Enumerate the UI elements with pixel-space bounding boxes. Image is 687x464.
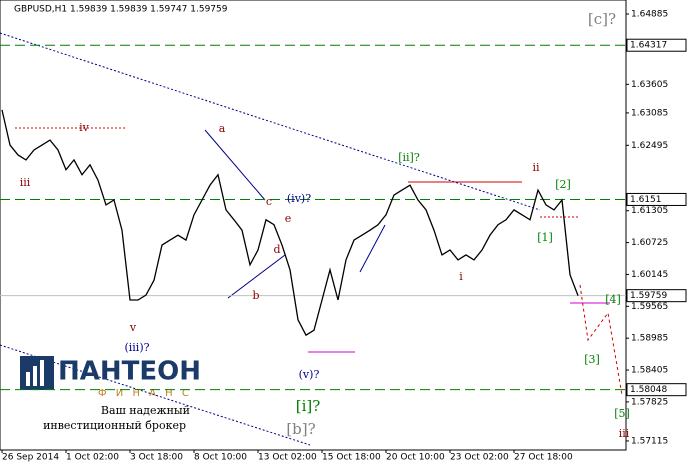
wave-label: a xyxy=(219,122,226,135)
wave-label: [ii]? xyxy=(398,151,420,164)
y-tick-label: 1.60145 xyxy=(631,270,668,280)
wave-label: [2] xyxy=(555,178,571,191)
y-tick-label: 1.63605 xyxy=(631,80,668,90)
x-tick-label: 8 Oct 10:00 xyxy=(194,453,247,463)
level-label: 1.59759 xyxy=(630,291,667,301)
level-label: 1.6151 xyxy=(630,195,662,205)
y-tick-label: 1.61305 xyxy=(631,206,668,216)
x-tick-label: 3 Oct 18:00 xyxy=(130,453,183,463)
logo-tagline: Ваш надежный xyxy=(101,404,190,417)
wave-label: iii xyxy=(619,427,630,440)
logo: ПАНТЕОН Ф И Н А Н С Ваш надежный инвести… xyxy=(20,356,201,432)
level-label: 1.58048 xyxy=(630,385,667,395)
y-tick-label: 1.62495 xyxy=(631,141,668,151)
logo-tagline: инвестиционный брокер xyxy=(43,419,186,432)
x-tick-label: 23 Oct 02:00 xyxy=(450,453,509,463)
wave-label: i xyxy=(459,270,463,283)
wave-label: [3] xyxy=(584,353,600,366)
wave-label: b xyxy=(252,289,259,302)
x-tick-label: 26 Sep 2014 xyxy=(2,453,59,463)
wave-line xyxy=(204,129,266,201)
logo-name: ПАНТЕОН xyxy=(58,357,201,387)
plot-frame xyxy=(0,0,627,451)
y-tick-label: 1.63085 xyxy=(631,108,668,118)
y-tick-label: 1.59565 xyxy=(631,302,668,312)
wave-label: [1] xyxy=(537,231,553,244)
chart-header: GBPUSD,H1 1.59839 1.59839 1.59747 1.5975… xyxy=(14,5,228,15)
x-tick-label: 13 Oct 02:00 xyxy=(258,453,317,463)
projection xyxy=(579,284,623,396)
level-label: 1.64317 xyxy=(630,41,667,51)
price-line xyxy=(1,109,579,337)
x-tick-label: 15 Oct 18:00 xyxy=(322,453,381,463)
y-tick-label: 1.58985 xyxy=(631,334,668,344)
wave-label: [b]? xyxy=(286,420,315,438)
wave-label: [i]? xyxy=(296,397,321,415)
level-box xyxy=(626,192,687,206)
wave-label: c xyxy=(266,195,272,208)
wave-line xyxy=(227,254,286,299)
y-tick-label: 1.58405 xyxy=(631,366,668,376)
wave-label: v xyxy=(129,321,137,334)
wave-label: (iv)? xyxy=(287,192,311,205)
x-tick-label: 1 Oct 02:00 xyxy=(66,453,119,463)
y-tick-label: 1.64885 xyxy=(631,10,668,20)
trend-line xyxy=(0,32,541,211)
level-box xyxy=(626,38,687,52)
y-tick-label: 1.57825 xyxy=(631,397,668,407)
logo-bar xyxy=(26,372,30,386)
level-box xyxy=(626,289,687,303)
logo-bar xyxy=(33,366,37,386)
wave-label: d xyxy=(273,243,280,256)
wave-label: (iii)? xyxy=(124,341,149,354)
wave-label: [c]? xyxy=(588,10,616,28)
y-tick-label: 1.60725 xyxy=(631,238,668,248)
x-tick-label: 27 Oct 18:00 xyxy=(514,453,573,463)
wave-label: e xyxy=(285,212,292,225)
drawings xyxy=(0,32,623,446)
wave-label: ii xyxy=(532,161,540,174)
level-box xyxy=(626,383,687,397)
wave-line xyxy=(359,224,386,273)
wave-label: iv xyxy=(79,121,90,134)
logo-sub: Ф И Н А Н С xyxy=(98,388,192,399)
wave-label: (v)? xyxy=(299,368,320,381)
logo-bar xyxy=(40,360,44,386)
wave-label: [4] xyxy=(605,293,621,306)
x-tick-label: 20 Oct 10:00 xyxy=(386,453,445,463)
wave-label: iii xyxy=(20,176,31,189)
wave-label: [5] xyxy=(614,407,630,420)
y-tick-label: 1.57115 xyxy=(631,436,668,446)
